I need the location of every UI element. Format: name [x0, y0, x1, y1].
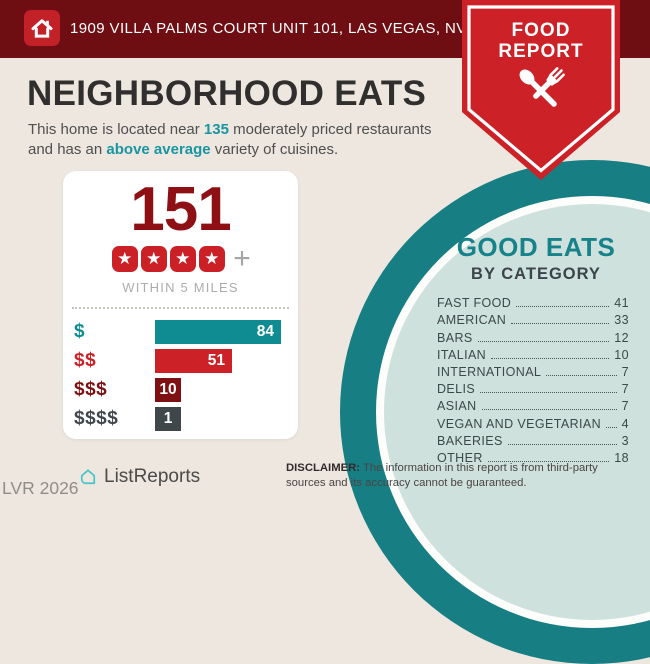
summary-segment: This home is located near [28, 121, 204, 138]
category-count: 41 [614, 296, 629, 311]
category-count: 7 [621, 382, 629, 397]
category-label: AMERICAN [437, 313, 507, 328]
category-label: DELIS [437, 382, 476, 397]
listreports-logo-text: ListReports [104, 466, 201, 487]
food-report-ribbon: FOOD REPORT [462, 0, 620, 180]
price-tier-label: $$$$ [74, 407, 119, 429]
listreports-logo: ListReports [78, 466, 200, 488]
star-icon: ★ [111, 245, 138, 272]
star-icon: ★ [140, 245, 167, 272]
dotted-leader [491, 357, 610, 359]
category-label: INTERNATIONAL [437, 364, 542, 379]
category-label: OTHER [437, 450, 483, 465]
category-row: FAST FOOD 41 [437, 293, 629, 310]
restaurant-count: 151 [130, 175, 231, 244]
category-count: 3 [621, 433, 629, 448]
category-row: ITALIAN 10 [437, 345, 629, 362]
price-tier-bar: 84 [155, 319, 281, 344]
price-tier-bar: 51 [155, 348, 232, 373]
star-rating: ★ ★ ★ ★ + [63, 241, 298, 275]
category-count: 4 [621, 416, 629, 431]
price-tier-value: 1 [163, 409, 173, 427]
disclaimer-text: DISCLAIMER: The information in this repo… [286, 462, 598, 489]
category-row: INTERNATIONAL 7 [437, 362, 629, 379]
watermark: LVR 2026 [2, 478, 79, 498]
price-tier-label: $$ [74, 349, 97, 371]
category-label: BAKERIES [437, 433, 503, 448]
price-tier-row: $$ 51 [74, 348, 298, 373]
fork-and-spoon-icon [519, 67, 565, 107]
listreports-house-icon [80, 469, 96, 485]
restaurant-stats-card: 151 ★ ★ ★ ★ + WITHIN 5 MILES $84 $$ 51 $$$ 10 $$$… [63, 171, 298, 439]
category-count: 33 [614, 313, 629, 328]
dotted-leader [481, 409, 617, 411]
category-count: 12 [614, 330, 629, 345]
price-tier-label: $$$ [74, 378, 108, 400]
star-icon: ★ [169, 245, 196, 272]
good-eats-subtitle: BY CATEGORY [471, 265, 601, 283]
dotted-leader [507, 443, 617, 445]
dotted-leader [606, 426, 617, 428]
good-eats-title: GOOD EATS [456, 232, 616, 262]
summary-accent: above average [106, 140, 211, 158]
price-tier-row: $$$$ 1 [74, 406, 298, 431]
price-tier-bar: 10 [155, 377, 181, 402]
property-address: 1909 VILLA PALMS COURT UNIT 101, LAS VEG… [70, 20, 515, 37]
category-count: 18 [614, 450, 629, 465]
house-icon [31, 19, 53, 38]
price-tier-row: $84 [74, 319, 298, 344]
category-row: ASIAN 7 [437, 396, 629, 413]
category-count: 10 [614, 347, 629, 362]
category-label: FAST FOOD [437, 296, 512, 311]
category-count: 7 [621, 399, 629, 414]
price-tier-label: $ [74, 320, 86, 342]
category-label: ASIAN [437, 399, 477, 414]
ribbon-title-line1: FOOD [511, 20, 571, 41]
price-tier-bar-chart: $84 $$ 51 $$$ 10 $$$$ 1 [63, 319, 298, 431]
category-count: 7 [621, 364, 629, 379]
good-eats-panel: GOOD EATS BY CATEGORY FAST FOOD 41 AMERICA… [430, 232, 642, 465]
summary-segment: moderately priced restaurants and has an [28, 121, 432, 158]
dotted-leader [480, 392, 617, 394]
plus-icon: + [233, 241, 251, 275]
price-tier-value: 51 [207, 351, 225, 369]
price-tier-value: 84 [256, 322, 274, 340]
category-row: OTHER 18 [437, 448, 629, 465]
ribbon-title-line2: REPORT [498, 41, 584, 62]
category-label: ITALIAN [437, 347, 487, 362]
radius-label: WITHIN 5 MILES [122, 279, 239, 295]
dotted-leader [516, 306, 610, 308]
price-tier-row: $$$ 10 [74, 377, 298, 402]
dotted-divider [72, 306, 289, 309]
category-row: AMERICAN 33 [437, 310, 629, 327]
disclaimer-label: DISCLAIMER: [286, 462, 361, 474]
category-row: DELIS 7 [437, 379, 629, 396]
price-tier-bar: 1 [155, 406, 181, 431]
summary-text: This home is located near 135 moderately… [28, 120, 458, 160]
summary-accent: 135 [203, 121, 229, 138]
dotted-leader [487, 460, 610, 462]
star-icon: ★ [198, 245, 225, 272]
price-tier-value: 10 [159, 380, 177, 398]
house-badge [24, 10, 60, 46]
category-row: BAKERIES 3 [437, 431, 629, 448]
dotted-leader [477, 340, 610, 342]
category-row: VEGAN AND VEGETARIAN 4 [437, 413, 629, 431]
category-label: VEGAN AND VEGETARIAN [437, 416, 602, 431]
category-label: BARS [437, 330, 473, 345]
dotted-leader [546, 374, 617, 376]
dotted-leader [511, 323, 610, 325]
category-row: BARS 12 [437, 327, 629, 345]
summary-segment: variety of cuisines. [210, 140, 339, 158]
page-title: NEIGHBORHOOD EATS [27, 74, 427, 113]
category-list: FAST FOOD 41 AMERICAN 33 BARS 12 ITALIAN 10 INTE… [430, 293, 629, 465]
